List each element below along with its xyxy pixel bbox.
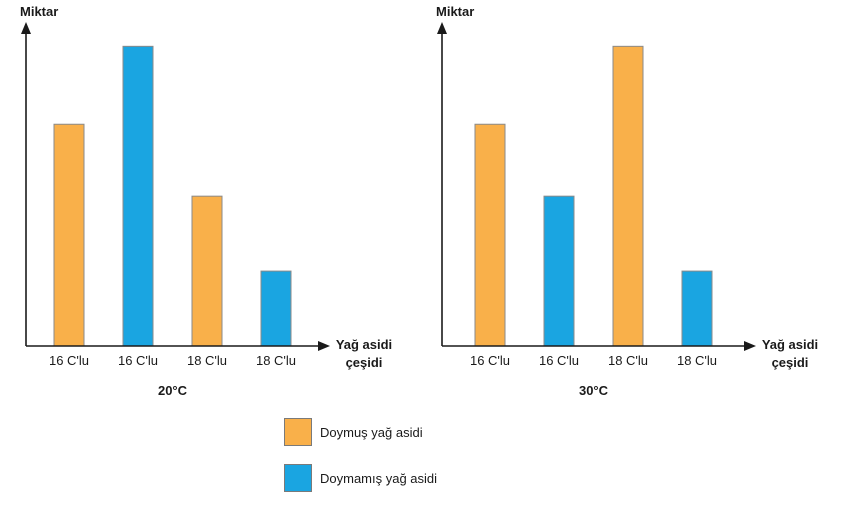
bar-2-unsaturated	[543, 195, 575, 347]
bar-4-unsaturated	[260, 270, 292, 347]
legend-swatch-saturated	[284, 418, 312, 446]
chart-title: 20°C	[158, 383, 188, 398]
x-axis-arrow	[318, 341, 330, 351]
x-tick-label: 18 C'lu	[608, 353, 648, 368]
y-axis-arrow	[21, 22, 31, 34]
x-axis-label: Yağ asidi	[762, 337, 818, 352]
legend-item-unsaturated: Doymamış yağ asidi	[284, 464, 437, 492]
x-axis-label: Yağ asidi	[336, 337, 392, 352]
bar-1-saturated	[53, 123, 85, 347]
y-axis-label: Miktar	[436, 4, 474, 19]
x-tick-label: 16 C'lu	[49, 353, 89, 368]
x-tick-label: 18 C'lu	[677, 353, 717, 368]
legend-label-unsaturated: Doymamış yağ asidi	[320, 470, 438, 486]
x-tick-label: 16 C'lu	[118, 353, 158, 368]
y-axis-arrow	[437, 22, 447, 34]
bar-4-unsaturated	[681, 270, 713, 347]
x-axis-label: çeşidi	[772, 355, 809, 370]
bar-1-saturated	[474, 123, 506, 347]
x-tick-label: 18 C'lu	[256, 353, 296, 368]
legend-item-saturated: Doymuş yağ asidi	[284, 418, 423, 446]
bar-3-saturated	[191, 195, 223, 347]
x-axis-label: çeşidi	[346, 355, 383, 370]
chart-panel-1: 16 C'lu 16 C'lu 18 C'lu 18 C'lu Miktar Yağ as…	[20, 4, 392, 398]
x-tick-label: 16 C'lu	[470, 353, 510, 368]
x-axis-arrow	[744, 341, 756, 351]
chart-panel-2: 16 C'lu 16 C'lu 18 C'lu 18 C'lu Miktar Yağ as…	[436, 4, 818, 398]
x-tick-label: 18 C'lu	[187, 353, 227, 368]
x-tick-label: 16 C'lu	[539, 353, 579, 368]
bar-3-saturated	[612, 45, 644, 347]
chart-title: 30°C	[579, 383, 609, 398]
y-axis-label: Miktar	[20, 4, 58, 19]
legend-label-saturated: Doymuş yağ asidi	[320, 424, 423, 440]
legend-swatch-unsaturated	[284, 464, 312, 492]
bar-2-unsaturated	[122, 45, 154, 347]
